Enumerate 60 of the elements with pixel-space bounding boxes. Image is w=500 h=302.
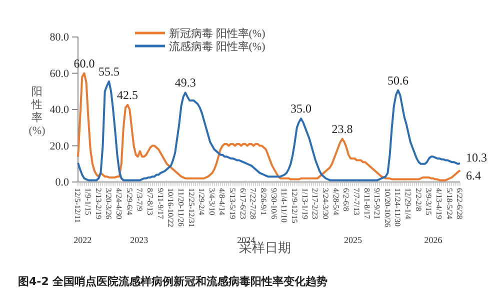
x-tick-label: 12/5-12/11 — [73, 188, 82, 223]
x-tick-label: 11/4-11/10 — [280, 188, 289, 223]
x-tick-label: 4/24-4/30 — [114, 188, 124, 220]
data-label: 42.5 — [117, 88, 138, 102]
data-label: 55.5 — [98, 64, 120, 78]
x-tick-label: 1/29-2/4 — [197, 188, 206, 216]
x-tick-label: 11/20-11/26 — [176, 188, 186, 227]
x-tick-label: 8/26-9/1 — [259, 188, 268, 216]
x-tick-label: 2/2-2/8 — [414, 188, 423, 212]
x-tick-label: 3/4-3/10 — [207, 188, 216, 216]
text: 2025 — [344, 235, 363, 245]
x-tick-label: 1/13-1/19 — [300, 188, 310, 220]
x-tick-label: 11/24-11/30 — [393, 188, 402, 227]
y-tick-label: 80.0 — [50, 32, 70, 44]
x-tick-label: 2/17-2/23 — [310, 188, 320, 220]
x-tick-label: 7/3-7/9 — [135, 188, 144, 212]
legend-label: 流感病毒 阳性率(%) — [169, 40, 266, 53]
y-axis-title: 阳性率(%) — [28, 86, 46, 137]
data-label: 23.8 — [332, 122, 353, 136]
data-label: 35.0 — [290, 102, 312, 116]
x-tick-label: 3/20-3/26 — [104, 188, 114, 220]
x-tick-label: 10/20-10/26 — [382, 188, 392, 228]
y-tick-label: 40.0 — [50, 104, 70, 116]
x-tick-label: 8/7-8/13 — [145, 188, 154, 216]
x-tick-label: 2/13-2/19 — [94, 188, 103, 220]
x-tick-label: 4/8-4/14 — [218, 188, 227, 216]
x-tick-label: 6/17-6/23 — [238, 188, 248, 220]
x-tick-label: 4/28-5/4 — [331, 188, 340, 216]
x-tick-label: 12/25-12/31 — [186, 188, 196, 228]
x-tick-label: 7/7-7/13 — [352, 188, 361, 216]
x-tick-label: 3/9-3/15 — [424, 188, 434, 216]
y-tick-label: 0.0 — [55, 176, 70, 189]
data-label: 6.4 — [466, 168, 481, 182]
x-tick-label: 4/13-4/19 — [434, 188, 444, 220]
x-tick-label: 5/29-6/4 — [124, 188, 134, 216]
x-tick-label: 5/18-5/24 — [444, 188, 454, 220]
x-tick-label: 12/9-12/15 — [290, 188, 300, 224]
data-label: 49.3 — [174, 76, 196, 90]
text: 2022 — [74, 235, 92, 245]
x-tick-label: 6/2-6/8 — [342, 188, 351, 212]
x-tick-label: 10/16-10/22 — [166, 188, 176, 228]
data-label: 10.3 — [466, 150, 487, 164]
x-tick-label: 12/29-1/4 — [404, 188, 413, 220]
x-tick-label: 8/11-8/17 — [362, 188, 372, 219]
x-tick-label: 3/24-3/30 — [320, 188, 330, 220]
data-label: 60.0 — [74, 56, 95, 70]
x-tick-label: 1/9-1/15 — [84, 188, 93, 216]
x-tick-label: 9/15-9/21 — [372, 188, 382, 220]
text: 图4-2 全国哨点医院流感样病例新冠和流感病毒阳性率变化趋势 — [18, 275, 328, 288]
x-tick-label: 7/22-7/28 — [248, 188, 258, 220]
x-tick-label: 9/11-9/17 — [156, 188, 165, 219]
text: 2026 — [424, 235, 443, 245]
x-tick-label: 5/13-5/19 — [228, 188, 238, 220]
x-tick-label: 6/22-6/28 — [455, 188, 464, 220]
y-tick-label: 60.0 — [50, 68, 70, 80]
x-tick-label: 9/30-10/6 — [269, 188, 278, 220]
y-tick-label: 20.0 — [50, 140, 70, 152]
legend-label: 新冠病毒 阳性率(%) — [169, 27, 266, 40]
data-label: 50.6 — [388, 73, 409, 88]
text: 2023 — [130, 235, 149, 245]
